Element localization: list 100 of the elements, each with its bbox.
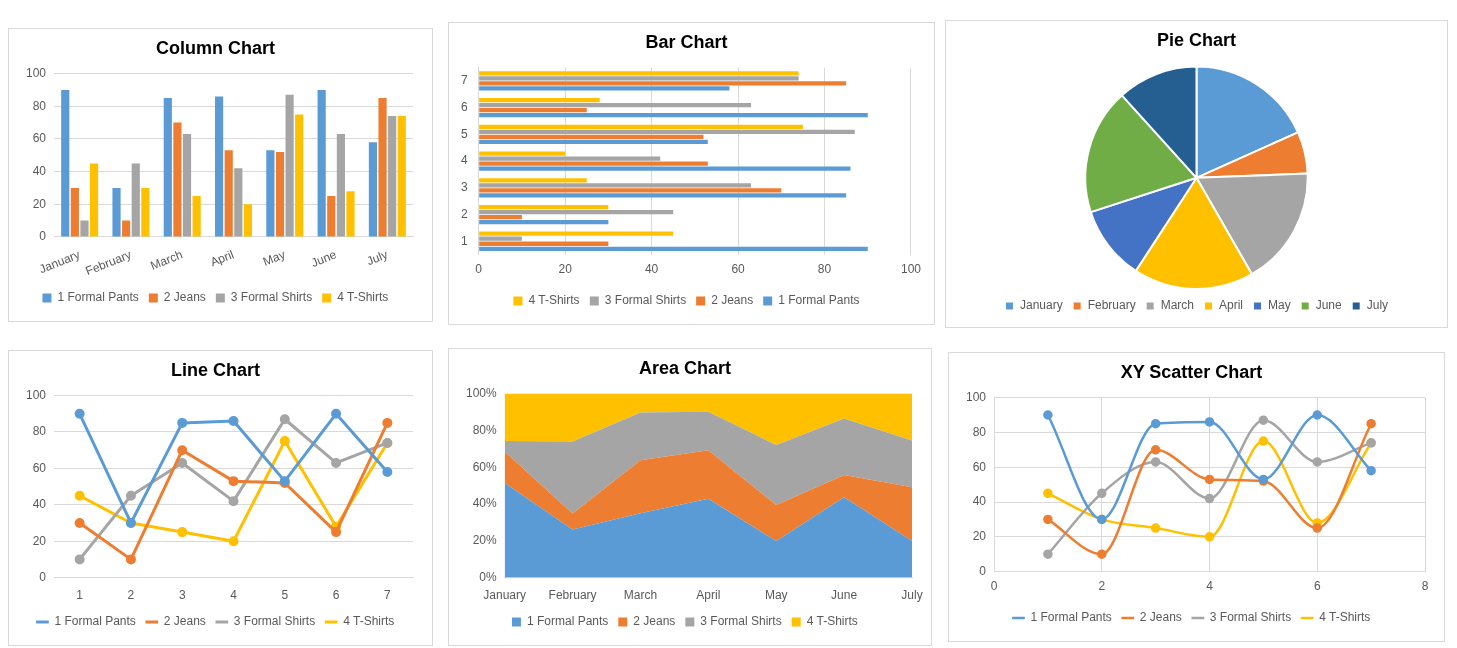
point (1150, 457, 1161, 467)
bar (70, 187, 79, 237)
point (331, 527, 342, 538)
bar (479, 178, 587, 183)
x-tick-label: May (260, 247, 288, 269)
y-tick-label: 20 (32, 196, 47, 211)
bar (80, 220, 89, 237)
x-tick-label: 20 (558, 262, 573, 277)
y-tick-label: 80 (32, 424, 47, 439)
bar (182, 134, 192, 237)
point (177, 417, 188, 428)
chart-title: XY Scatter Chart (1120, 361, 1263, 382)
point (1043, 549, 1053, 559)
y-tick-label: 40 (32, 497, 47, 512)
legend-label: 2 Jeans (711, 293, 754, 308)
bar (285, 94, 294, 237)
bar (163, 98, 172, 237)
x-tick-label: March (623, 588, 658, 603)
legend-label: June (1315, 298, 1343, 313)
y-tick-label: 80% (472, 422, 498, 437)
chart-title: Bar Chart (645, 31, 728, 52)
y-tick-label: 0 (39, 229, 47, 244)
point (331, 457, 342, 468)
legend-label: 4 T-Shirts (806, 614, 858, 629)
y-tick-label: 7 (460, 73, 468, 88)
bar (479, 188, 782, 193)
y-tick-label: 0% (479, 569, 498, 584)
point (74, 490, 85, 501)
point (1204, 532, 1215, 542)
y-tick-label: 100 (25, 65, 47, 80)
point (74, 554, 85, 565)
legend-label: 1 Formal Pants (1030, 610, 1112, 625)
point (177, 457, 188, 468)
y-tick-label: 40 (972, 494, 987, 509)
bar (479, 193, 847, 198)
legend-label: 4 T-Shirts (1319, 610, 1371, 625)
legend-label: 4 T-Shirts (337, 290, 389, 305)
point (279, 436, 290, 447)
x-tick-label: 4 (230, 588, 238, 603)
point (331, 408, 342, 419)
bar (479, 139, 708, 145)
point (1258, 415, 1269, 425)
point (1258, 436, 1269, 446)
y-tick-label: 100 (965, 389, 987, 404)
x-tick-label: 0 (990, 579, 998, 594)
legend-label: 4 T-Shirts (343, 614, 395, 629)
point (1312, 457, 1323, 467)
legend-label: 2 Jeans (163, 614, 206, 629)
bar (317, 89, 326, 237)
bar (266, 150, 275, 237)
legend-label: 1 Formal Pants (526, 614, 609, 629)
bar (479, 241, 609, 246)
bar (173, 122, 182, 237)
bar (479, 129, 855, 135)
point (228, 536, 239, 547)
bar (224, 150, 233, 237)
y-tick-label: 60 (972, 459, 987, 474)
x-tick-label: February (548, 588, 597, 603)
x-tick-label: 6 (332, 588, 340, 603)
x-tick-label: 80 (817, 262, 832, 277)
y-tick-label: 20 (972, 529, 987, 544)
x-tick-label: May (764, 588, 788, 603)
point (1097, 488, 1107, 499)
bar (275, 151, 285, 237)
x-tick-label: January (483, 588, 527, 603)
chart-title: Column Chart (156, 37, 275, 58)
y-tick-label: 6 (460, 99, 468, 114)
legend-label: 3 Formal Shirts (604, 293, 687, 308)
bar (243, 204, 253, 237)
y-tick-label: 100 (25, 387, 47, 402)
x-tick-label: 7 (384, 588, 392, 603)
legend-label: 1 Formal Pants (54, 614, 136, 629)
y-tick-label: 40% (472, 496, 498, 511)
bar (131, 163, 140, 237)
bar (112, 187, 121, 237)
point (279, 414, 290, 425)
bar (479, 71, 799, 76)
legend-label: 3 Formal Shirts (700, 614, 782, 629)
legend-label: January (1019, 298, 1063, 313)
y-tick-label: 1 (460, 233, 468, 248)
bar (141, 187, 150, 237)
y-tick-label: 80 (32, 98, 47, 113)
x-tick-label: 40 (644, 262, 659, 277)
bar (397, 116, 406, 237)
point (1204, 493, 1215, 504)
y-tick-label: 2 (460, 206, 468, 221)
bar (479, 108, 587, 113)
y-tick-label: 20% (472, 533, 498, 548)
y-tick-label: 80 (972, 424, 987, 439)
bar (479, 246, 868, 251)
bar (479, 214, 522, 220)
x-tick-label: 60 (731, 262, 746, 277)
chart-title: Line Chart (170, 359, 261, 380)
point (1312, 523, 1323, 533)
point (1043, 410, 1053, 420)
point (1043, 488, 1053, 499)
bar (295, 114, 304, 237)
x-tick-label: 1 (76, 588, 84, 603)
bar (378, 98, 387, 237)
y-tick-label: 3 (460, 180, 468, 195)
